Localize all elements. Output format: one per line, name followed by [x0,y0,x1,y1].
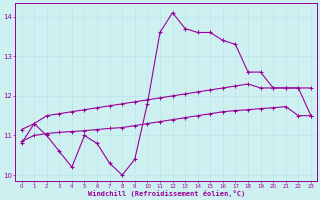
X-axis label: Windchill (Refroidissement éolien,°C): Windchill (Refroidissement éolien,°C) [88,190,245,197]
